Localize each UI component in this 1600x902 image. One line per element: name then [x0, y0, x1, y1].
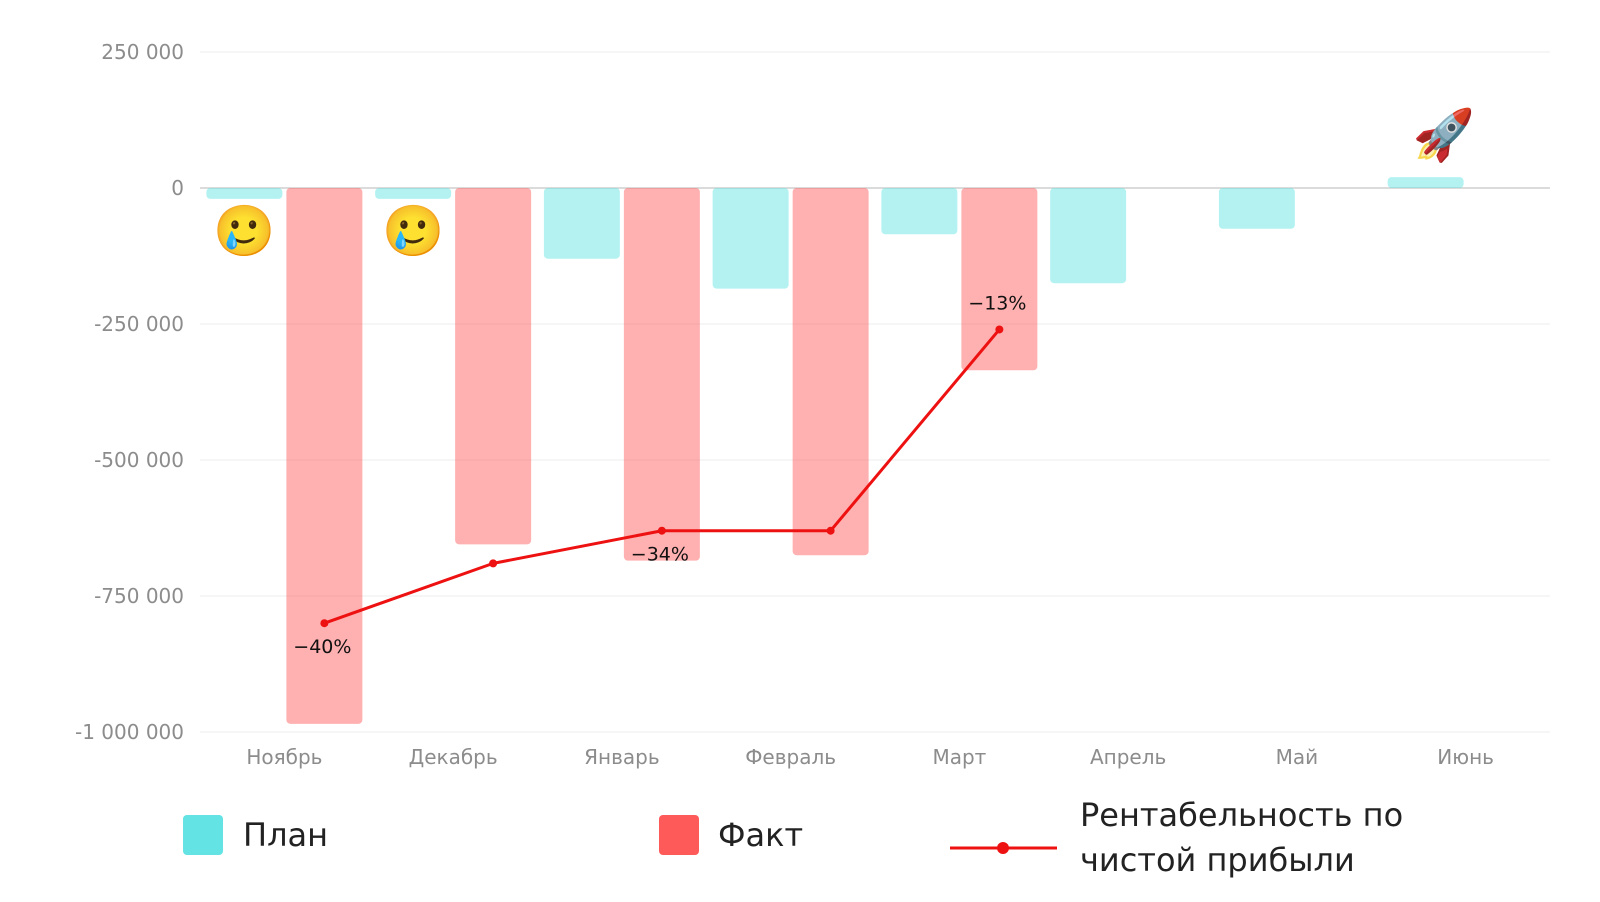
- legend-swatch-fact: [659, 815, 699, 855]
- margin-point: [826, 526, 835, 535]
- y-tick-label: -750 000: [94, 584, 184, 608]
- legend-label-margin-line2: чистой прибыли: [1080, 841, 1355, 879]
- x-tick-label: Март: [932, 745, 986, 769]
- plan-bar: [881, 188, 958, 235]
- y-tick-label: -500 000: [94, 448, 184, 472]
- legend-label-fact: Факт: [718, 816, 803, 854]
- tear-smile-icon: 🥲: [382, 202, 444, 260]
- margin-point: [995, 325, 1004, 334]
- plan-bar: [206, 188, 283, 199]
- fact-bar: [455, 188, 532, 545]
- x-tick-label: Февраль: [745, 745, 836, 769]
- y-tick-label: 250 000: [101, 40, 184, 64]
- margin-label: −13%: [968, 292, 1026, 314]
- grid: 250 000 0 -250 000 -500 000 -750 000 -1 000 0…: [75, 40, 1550, 744]
- rocket-icon: 🚀: [1412, 106, 1474, 164]
- fact-bar: [792, 188, 869, 556]
- fact-bar: [623, 188, 700, 561]
- plan-bar: [1050, 188, 1127, 284]
- annotations: 🥲 🥲 🚀: [213, 106, 1475, 260]
- y-tick-label: 0: [171, 176, 184, 200]
- legend-marker-margin: [997, 842, 1009, 854]
- x-tick-label: Апрель: [1090, 745, 1166, 769]
- legend: План Факт Рентабельность по чистой прибы…: [183, 796, 1403, 879]
- margin-point: [489, 559, 498, 568]
- x-tick-label: Декабрь: [409, 745, 498, 769]
- fact-bar: [961, 188, 1038, 371]
- plan-bar: [1387, 177, 1464, 188]
- margin-label: −34%: [631, 544, 689, 566]
- x-tick-label: Январь: [584, 745, 660, 769]
- plan-bar: [712, 188, 789, 289]
- data-labels: −40% −34% −13%: [293, 292, 1026, 658]
- tear-smile-icon: 🥲: [213, 202, 275, 260]
- margin-line: [320, 325, 1004, 628]
- margin-point: [657, 526, 666, 535]
- fact-bar: [286, 188, 363, 724]
- plan-bar: [1218, 188, 1295, 229]
- legend-swatch-plan: [183, 815, 223, 855]
- x-tick-label: Июнь: [1437, 745, 1494, 769]
- y-tick-label: -250 000: [94, 312, 184, 336]
- bars: [206, 177, 1464, 724]
- y-tick-label: -1 000 000: [75, 720, 184, 744]
- x-tick-label: Ноябрь: [246, 745, 322, 769]
- legend-label-plan: План: [243, 816, 328, 854]
- plan-bar: [543, 188, 620, 259]
- legend-label-margin-line1: Рентабельность по: [1080, 796, 1403, 834]
- plan-bar: [375, 188, 452, 199]
- x-axis: Ноябрь Декабрь Январь Февраль Март Апрель Май И…: [246, 745, 1494, 769]
- margin-label: −40%: [293, 636, 351, 658]
- x-tick-label: Май: [1276, 745, 1319, 769]
- margin-point: [320, 619, 329, 628]
